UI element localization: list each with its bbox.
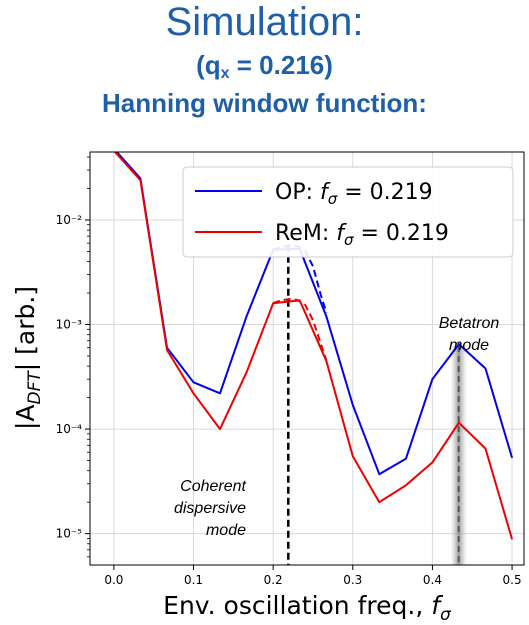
legend: OP: fσ = 0.219 ReM: fσ = 0.219 xyxy=(182,166,514,258)
y-tick-label: 10⁻³ xyxy=(56,318,83,332)
y-axis-label-post: | [arb.] xyxy=(11,286,40,371)
annotation-betatron-line1: Betatron xyxy=(439,315,500,332)
annotation-coherent-line3: mode xyxy=(206,522,246,539)
chart-title: Simulation: xyxy=(165,0,364,44)
annotation-betatron-line2: mode xyxy=(449,337,489,354)
y-axis-label: |ADFT| [arb.] xyxy=(11,286,45,430)
legend-op-sub: σ xyxy=(328,190,338,208)
legend-box xyxy=(182,166,514,258)
x-tick-label: 0.5 xyxy=(503,573,522,587)
chart-subtitle-q: (qx = 0.216) xyxy=(0,50,529,83)
x-axis-label-main: Env. oscillation freq., xyxy=(163,591,431,620)
x-tick-label: 0.4 xyxy=(423,573,442,587)
legend-op-prefix: OP: xyxy=(275,180,320,205)
y-tick-label: 10⁻⁵ xyxy=(56,527,83,541)
x-tick-label: 0.2 xyxy=(264,573,283,587)
chart-subtitle-window: Hanning window function: xyxy=(102,88,427,118)
x-axis-label: Env. oscillation freq., fσ xyxy=(163,591,452,625)
legend-op-suffix: = 0.219 xyxy=(337,180,432,205)
legend-rem-prefix: ReM: xyxy=(275,221,336,246)
x-tick-label: 0.1 xyxy=(184,573,203,587)
y-tick-label: 10⁻⁴ xyxy=(56,422,83,436)
rem-fit-line xyxy=(272,298,328,362)
ticks: 0.0 0.1 0.2 0.3 0.4 0.5 10⁻² 10⁻³ 10⁻⁴ 10⁻⁵ xyxy=(56,156,522,587)
subtitle-sub: x xyxy=(220,65,230,82)
legend-rem-suffix: = 0.219 xyxy=(354,221,449,246)
series-line-op xyxy=(115,152,514,476)
annotation-coherent-line1: Coherent xyxy=(180,478,246,495)
plot-frame xyxy=(89,151,525,566)
legend-label-op: OP: fσ = 0.219 xyxy=(275,180,433,208)
markers xyxy=(287,244,467,565)
annotation-coherent-line2: dispersive xyxy=(174,500,246,517)
x-tick-label: 0.0 xyxy=(104,573,123,587)
subtitle-prefix: (q xyxy=(196,50,221,80)
y-axis-label-pre: |A xyxy=(11,405,40,431)
legend-op-f: f xyxy=(320,180,331,205)
x-tick-label: 0.3 xyxy=(343,573,362,587)
y-axis-label-sub: DFT xyxy=(25,370,45,405)
y-tick-label: 10⁻² xyxy=(56,213,83,227)
legend-rem-sub: σ xyxy=(344,231,354,249)
subtitle-suffix: = 0.216) xyxy=(229,50,333,80)
legend-rem-f: f xyxy=(336,221,347,246)
x-axis-label-sub: σ xyxy=(440,605,452,625)
series-line-rem xyxy=(113,152,514,540)
betatron-shade xyxy=(450,346,467,565)
legend-label-rem: ReM: fσ = 0.219 xyxy=(275,221,449,249)
